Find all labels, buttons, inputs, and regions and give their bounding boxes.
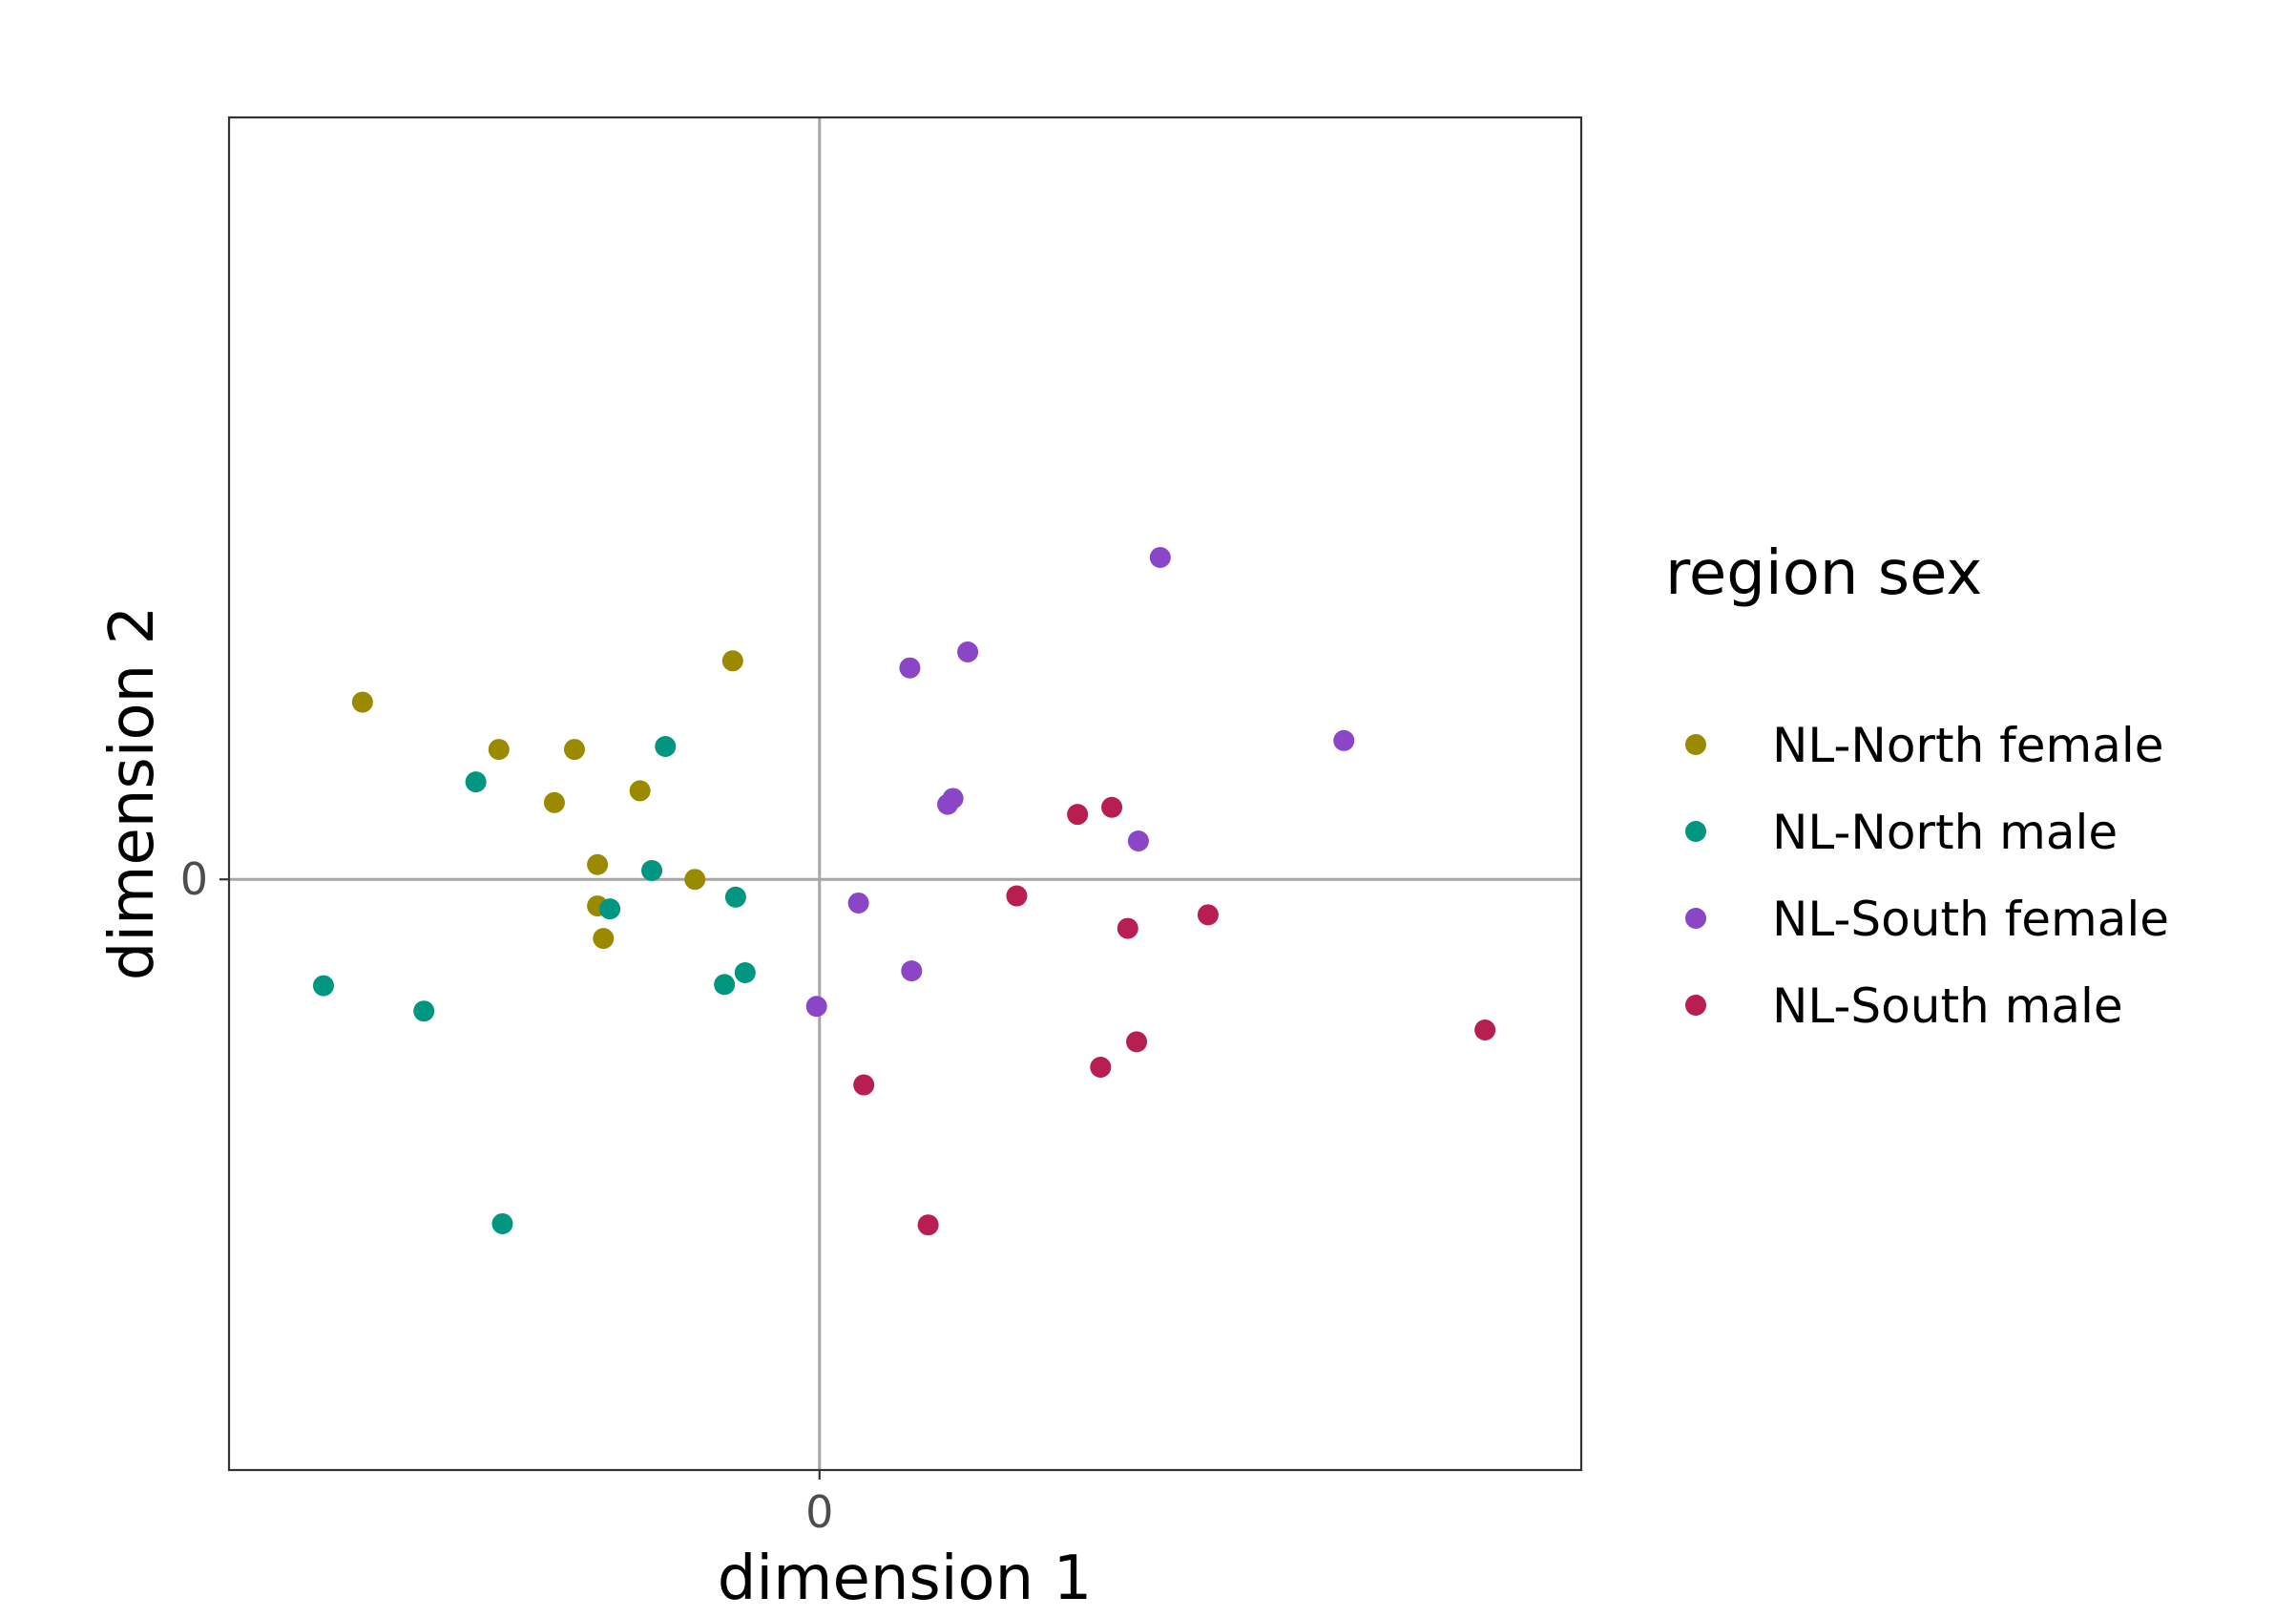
series-0 [351,650,743,950]
scatter-point [413,1000,435,1022]
scatter-point [847,892,869,914]
scatter-point [714,974,736,996]
series-3 [853,796,1496,1236]
legend-items: NL-North female NL-North male NL-South fem… [1685,718,2169,1034]
scatter-point [593,928,615,950]
scatter-point [721,650,743,672]
legend-label: NL-South male [1772,978,2123,1034]
legend-item: NL-North male [1685,805,2118,860]
scatter-point [684,869,706,891]
legend-label: NL-North female [1772,718,2164,773]
scatter-point [957,641,979,662]
scatter-point [641,859,663,881]
scatter-point [313,975,335,997]
plot-panel [229,117,1581,1470]
scatter-point [1117,917,1138,939]
scatter-point [491,1212,513,1234]
plot-panel-border [227,116,1583,1472]
series-2 [805,546,1355,1018]
x-axis-ticks: 0 [805,1470,833,1538]
scatter-point [1333,729,1355,751]
scatter-point [629,780,651,802]
y-tick-label: 0 [180,853,208,905]
scatter-point [1197,904,1219,926]
scatter-point [1101,796,1123,818]
scatter-point [488,739,510,761]
y-axis-title: dimension 2 [97,606,168,981]
y-axis-ticks: 0 [180,853,229,905]
legend-title: region sex [1665,538,1982,609]
scatter-point [1067,804,1089,826]
scatter-point [1127,830,1149,852]
legend-item: NL-South female [1685,892,2169,947]
scatter-point [853,1074,875,1096]
scatter-point [599,898,621,920]
x-axis-title: dimension 1 [718,1544,1093,1614]
scatter-point [351,691,373,713]
scatter-point [543,791,565,813]
scatter-point [901,960,923,982]
reference-lines [229,117,1581,1470]
scatter-point [899,657,921,679]
legend-key [1685,821,1706,842]
scatter-point [655,735,677,757]
legend-label: NL-South female [1772,892,2169,947]
scatter-point [1090,1056,1112,1078]
scatter-point [805,996,827,1018]
scatter-point [937,793,959,815]
scatter-point [1126,1031,1148,1053]
scatter-point [587,853,609,875]
legend-key [1685,995,1706,1016]
series-1 [313,735,756,1234]
legend-key [1685,734,1706,755]
scatter-point [917,1214,939,1236]
scatter-point [734,961,756,983]
legend-key [1685,908,1706,929]
scatter-point [1149,546,1171,568]
scatter-point [563,739,585,761]
scatter-point [1006,885,1028,907]
x-tick-label: 0 [805,1486,833,1538]
scatter-point [1474,1019,1496,1041]
legend-item: NL-South male [1685,978,2123,1034]
data-points [313,546,1496,1236]
scatter-point [724,886,746,908]
scatter-point [465,771,487,793]
legend-item: NL-North female [1685,718,2164,773]
legend-label: NL-North male [1772,805,2118,860]
